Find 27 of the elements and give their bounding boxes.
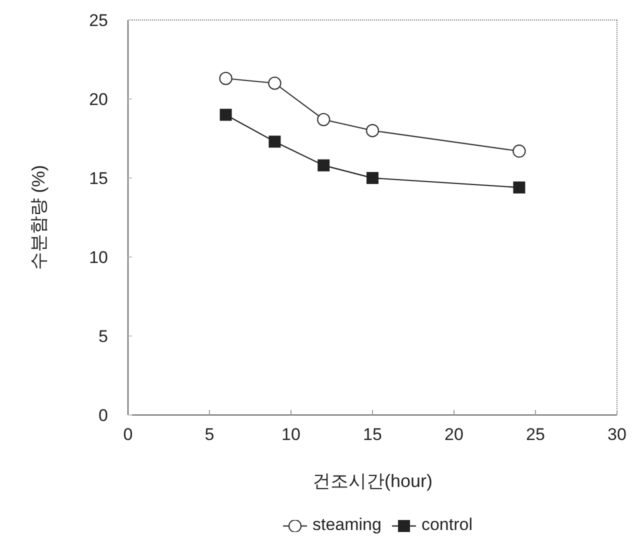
x-tick-label: 5 bbox=[204, 425, 214, 444]
y-tick-label: 0 bbox=[98, 406, 108, 426]
point bbox=[512, 144, 526, 158]
x-tick-label: 0 bbox=[123, 425, 133, 444]
point bbox=[220, 108, 232, 121]
x-tick-label: 15 bbox=[363, 425, 382, 444]
point bbox=[317, 112, 330, 126]
x-tick-label: 30 bbox=[608, 425, 626, 444]
legend-label: control bbox=[420, 515, 472, 535]
point bbox=[268, 76, 282, 90]
x-tick-label: 20 bbox=[444, 425, 464, 444]
point bbox=[318, 159, 330, 172]
y-tick-label: 15 bbox=[89, 169, 108, 188]
x-tick-label: 25 bbox=[526, 425, 545, 444]
x-axis-title: 건조시간(hour) bbox=[312, 471, 433, 491]
point bbox=[268, 136, 281, 148]
point bbox=[513, 181, 526, 194]
point bbox=[219, 72, 232, 86]
y-tick-label: 10 bbox=[89, 248, 108, 268]
legend-label: steaming bbox=[311, 515, 382, 535]
point bbox=[366, 172, 378, 184]
y-tick-label: 5 bbox=[98, 327, 108, 346]
point bbox=[366, 124, 380, 138]
y-tick-label: 25 bbox=[89, 11, 108, 30]
y-tick-label: 20 bbox=[89, 90, 108, 110]
x-tick-label: 10 bbox=[282, 425, 300, 444]
y-axis-title: 수분함량 (%) bbox=[28, 165, 48, 270]
